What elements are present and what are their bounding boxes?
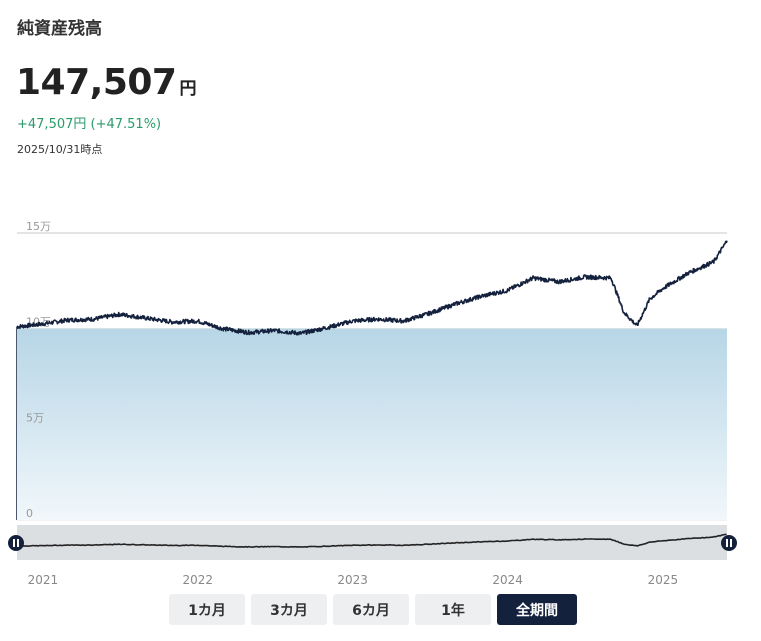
x-axis-labels: 2021 2022 2023 2024 2025 — [28, 573, 679, 587]
as-of-date: 2025/10/31時点 — [17, 143, 103, 156]
x-tick-label: 2025 — [648, 573, 679, 587]
navigator-track — [17, 525, 727, 560]
x-tick-label: 2022 — [183, 573, 214, 587]
baseline-area — [17, 328, 727, 520]
pause-icon[interactable] — [8, 535, 24, 551]
balance-value: 147,507 — [16, 62, 177, 103]
page-title: 純資産残高 — [17, 19, 102, 39]
y-tick-label: 5万 — [26, 411, 44, 424]
x-tick-label: 2021 — [28, 573, 59, 587]
balance-value-row: 147,507 円 — [16, 62, 196, 103]
y-tick-label: 15万 — [26, 220, 51, 233]
range-6-months-button[interactable]: 6カ月 — [333, 594, 409, 625]
range-navigator[interactable] — [8, 525, 737, 560]
x-tick-label: 2023 — [337, 573, 368, 587]
range-all-button[interactable]: 全期間 — [497, 594, 577, 625]
range-1-month-button[interactable]: 1カ月 — [169, 594, 245, 625]
balance-unit: 円 — [179, 79, 197, 99]
range-1-year-button[interactable]: 1年 — [415, 594, 491, 625]
range-3-months-button[interactable]: 3カ月 — [251, 594, 327, 625]
pause-icon[interactable] — [721, 535, 737, 551]
y-tick-label: 0 — [26, 507, 33, 520]
x-tick-label: 2024 — [492, 573, 523, 587]
navigator-line — [16, 533, 727, 548]
series-line — [16, 240, 728, 336]
balance-change: +47,507円 (+47.51%) — [17, 117, 162, 132]
range-button-group: 1カ月 3カ月 6カ月 1年 全期間 — [169, 594, 577, 625]
